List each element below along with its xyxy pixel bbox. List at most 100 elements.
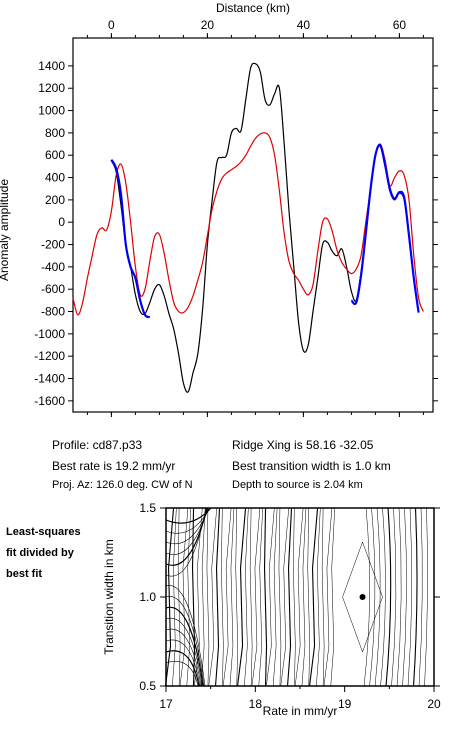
- contour-line-right: [374, 507, 381, 687]
- contour-line-right: [380, 507, 386, 687]
- profile-label: Profile: cd87.p33: [52, 438, 143, 452]
- contour-line-edge: [165, 661, 199, 687]
- x-tick-label: 0: [108, 18, 115, 32]
- contour-line-edge: [165, 639, 201, 687]
- contour-line-left: [206, 507, 210, 687]
- anomaly-series: [72, 62, 424, 393]
- contour-line-left: [286, 507, 293, 687]
- contour-line-right: [407, 507, 413, 687]
- contour-line-right: [385, 507, 392, 687]
- y-tick-label: 0: [58, 215, 65, 229]
- y-tick-label: -1200: [34, 349, 65, 363]
- contour-line-left: [321, 507, 325, 687]
- contour-x-tick-label: 17: [159, 697, 173, 711]
- contour-line-right: [412, 507, 418, 687]
- x-tick-label: 60: [393, 18, 407, 32]
- contour-line-left: [244, 507, 249, 687]
- anomaly-chart: Distance (km) Anomaly amplitude 0 20 40 60 …: [0, 1, 438, 417]
- anomaly-chart-frame: [72, 37, 434, 413]
- contour-line-left: [221, 507, 224, 687]
- contour-line-left: [214, 507, 221, 687]
- y-tick-label: 1000: [38, 104, 65, 118]
- contour-line-edge: [165, 507, 207, 577]
- side-note-line-1: Least-squares: [6, 526, 81, 538]
- contour-x-tick-label: 18: [249, 697, 263, 711]
- side-note-line-3: best fit: [6, 568, 43, 580]
- y-tick-label: -400: [41, 260, 65, 274]
- y-tick-label: 200: [45, 193, 65, 207]
- y-tick-label: 400: [45, 171, 65, 185]
- model-anomaly-line: [72, 132, 424, 316]
- contour-line-left: [293, 507, 296, 687]
- contour-line-edge: [165, 606, 204, 687]
- contour-line-left: [323, 507, 333, 687]
- fitted-segment-line: [110, 159, 151, 319]
- depth-label: Depth to source is 2.04 km: [232, 479, 363, 491]
- y-tick-label: 1400: [38, 59, 65, 73]
- misfit-contour-chart: 17 18 19 20 1.5 1.0 0.5 Rate in mm/yr Transit…: [102, 501, 441, 718]
- contour-line-right: [363, 507, 370, 687]
- contour-lines: [164, 507, 428, 687]
- contour-line-left: [258, 507, 263, 687]
- contour-line-left: [263, 507, 268, 687]
- contour-line-left: [272, 507, 278, 687]
- contour-line-left: [222, 507, 232, 687]
- contour-line-left: [294, 507, 304, 687]
- ridge-xing-label: Ridge Xing is 58.16 -32.05: [232, 438, 374, 452]
- contour-line-left: [280, 507, 289, 687]
- contour-line-edge: [165, 650, 200, 687]
- proj-az-label: Proj. Az: 126.0 deg. CW of N: [52, 479, 193, 491]
- contour-line-left: [229, 507, 235, 687]
- best-rate-label: Best rate is 19.2 mm/yr: [52, 459, 176, 473]
- contour-line-left: [307, 507, 310, 687]
- x-tick-label: 20: [201, 18, 215, 32]
- best-fit-marker: [359, 594, 366, 600]
- anomaly-chart-x-title: Distance (km): [216, 1, 290, 15]
- contour-y-tick-label: 1.5: [139, 501, 156, 515]
- anomaly-chart-y-title: Anomaly amplitude: [0, 179, 11, 281]
- contour-y-ticks: 1.5 1.0 0.5: [139, 501, 440, 693]
- y-tick-label: 1200: [38, 81, 65, 95]
- contour-y-title: Transition width in km: [102, 539, 116, 655]
- contour-line-edge: [165, 507, 208, 566]
- y-tick-label: -1000: [34, 327, 65, 341]
- contour-y-tick-label: 1.0: [139, 590, 156, 604]
- contour-line-left: [235, 507, 238, 687]
- contour-line-left: [172, 507, 177, 687]
- contour-line-left: [191, 507, 196, 687]
- contour-line-right: [424, 507, 428, 687]
- y-tick-label: 600: [45, 148, 65, 162]
- contour-line-left: [249, 507, 253, 687]
- y-tick-label: -200: [41, 238, 65, 252]
- contour-line-right: [396, 507, 402, 687]
- contour-line-left: [278, 507, 282, 687]
- contour-frame: [165, 507, 435, 687]
- contour-line-edge: [165, 596, 205, 687]
- contour-x-title: Rate in mm/yr: [263, 704, 338, 718]
- side-note-line-2: fit divided by: [6, 547, 74, 559]
- contour-x-tick-label: 20: [427, 697, 441, 711]
- observed-anomaly-line: [110, 62, 420, 393]
- y-tick-label: 800: [45, 126, 65, 140]
- anomaly-x-ticks: 0 20 40 60: [86, 18, 424, 417]
- contour-line-right: [391, 507, 397, 687]
- contour-line-left: [236, 507, 247, 687]
- y-tick-label: -1400: [34, 372, 65, 386]
- contour-line-right: [369, 507, 376, 687]
- contour-line-left: [316, 507, 321, 687]
- contour-line-edge: [165, 585, 206, 687]
- contour-line-edge: [165, 617, 203, 687]
- anomaly-y-ticks: 1400 1200 1000 800 600 400 200 0 -200 -400 -600 -80…: [34, 59, 438, 408]
- contour-line-left: [308, 507, 319, 687]
- x-tick-label: 40: [297, 18, 311, 32]
- contour-line-left: [177, 507, 181, 687]
- y-tick-label: -1600: [34, 394, 65, 408]
- contour-x-ticks: 17 18 19 20: [159, 686, 441, 711]
- contour-line-left: [330, 507, 335, 687]
- contour-best-region: [342, 541, 383, 653]
- contour-line-right: [402, 507, 407, 687]
- side-note: Least-squares fit divided by best fit: [6, 522, 81, 585]
- contour-line-left: [208, 507, 217, 687]
- contour-line-left: [266, 507, 275, 687]
